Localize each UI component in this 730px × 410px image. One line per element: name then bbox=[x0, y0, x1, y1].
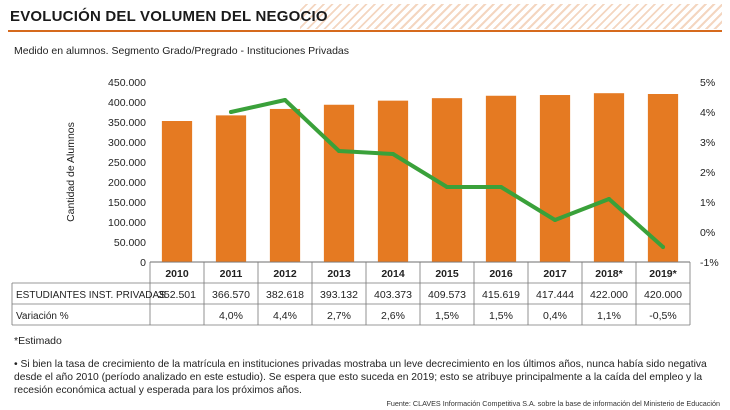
variation-point bbox=[391, 152, 395, 156]
y2-tick-label: 2% bbox=[700, 167, 715, 179]
variation-point bbox=[283, 98, 287, 102]
bar-2019 bbox=[647, 94, 679, 262]
y-tick-label: 0 bbox=[140, 257, 146, 269]
y2-tick-label: 4% bbox=[700, 107, 715, 119]
table-cell: 420.000 bbox=[644, 289, 682, 301]
y2-tick-label: 1% bbox=[700, 197, 715, 209]
table-cell: 366.570 bbox=[212, 289, 250, 301]
y2-tick-label: 3% bbox=[700, 137, 715, 149]
table-cell: 393.132 bbox=[320, 289, 358, 301]
y-tick-label: 400.000 bbox=[108, 97, 146, 109]
y-tick-label: 450.000 bbox=[108, 77, 146, 89]
table-cell: 4,0% bbox=[219, 310, 243, 322]
table-cell: 403.373 bbox=[374, 289, 412, 301]
bar-2013 bbox=[323, 104, 355, 263]
table-year-header: 2011 bbox=[220, 268, 243, 280]
variation-point bbox=[607, 197, 611, 201]
estimado-note: *Estimado bbox=[14, 335, 62, 347]
y-tick-label: 100.000 bbox=[108, 217, 146, 229]
chart-bars bbox=[161, 93, 679, 263]
bar-2016 bbox=[485, 95, 517, 262]
table-cell: 2,6% bbox=[381, 310, 405, 322]
page-title: EVOLUCIÓN DEL VOLUMEN DEL NEGOCIO bbox=[10, 8, 328, 25]
y-tick-label: 200.000 bbox=[108, 177, 146, 189]
variation-point bbox=[445, 185, 449, 189]
footnote: • Si bien la tasa de crecimiento de la m… bbox=[14, 359, 707, 396]
chart-subtitle: Medido en alumnos. Segmento Grado/Pregra… bbox=[14, 45, 350, 57]
table-row-label: Variación % bbox=[16, 311, 69, 322]
table-row-label: ESTUDIANTES INST. PRIVADAS bbox=[16, 290, 166, 301]
bar-2018 bbox=[593, 93, 625, 262]
y2-tick-label: 0% bbox=[700, 227, 715, 239]
table-cell: -0,5% bbox=[649, 310, 676, 322]
table-year-header: 2013 bbox=[327, 268, 351, 280]
table-year-header: 2015 bbox=[435, 268, 459, 280]
variation-point bbox=[499, 185, 503, 189]
y-tick-label: 50.000 bbox=[114, 237, 146, 249]
table-cell: 382.618 bbox=[266, 289, 304, 301]
chart-axes: 0 50.000 100.000 150.000 200.000 250.000 300.0… bbox=[108, 77, 719, 269]
variation-point bbox=[229, 110, 233, 114]
table-year-header: 2012 bbox=[273, 268, 297, 280]
table-cell: 409.573 bbox=[428, 289, 466, 301]
bar-2014 bbox=[377, 100, 409, 262]
table-cell: 352.501 bbox=[158, 289, 196, 301]
header-rule bbox=[8, 30, 722, 32]
bar-2010 bbox=[161, 120, 193, 262]
chart: 0 50.000 100.000 150.000 200.000 250.000 300.0… bbox=[11, 77, 719, 326]
y2-tick-label: -1% bbox=[700, 257, 719, 269]
table-cell: 417.444 bbox=[536, 289, 574, 301]
table-year-header: 2014 bbox=[381, 268, 405, 280]
table-cell: 1,5% bbox=[435, 310, 459, 322]
y-tick-label: 350.000 bbox=[108, 117, 146, 129]
header-stripes bbox=[300, 4, 722, 29]
bar-2012 bbox=[269, 108, 301, 262]
variation-point bbox=[553, 218, 557, 222]
table-cell: 4,4% bbox=[273, 310, 297, 322]
table-year-header: 2010 bbox=[165, 268, 189, 280]
table-cell: 1,1% bbox=[597, 310, 621, 322]
variation-point bbox=[661, 245, 665, 249]
table-cell: 1,5% bbox=[489, 310, 513, 322]
table-cell: 415.619 bbox=[482, 289, 520, 301]
source-note: Fuente: CLAVES Información Competitiva S… bbox=[386, 399, 720, 408]
bar-2011 bbox=[215, 115, 247, 262]
table-cell: 0,4% bbox=[543, 310, 567, 322]
y-tick-label: 300.000 bbox=[108, 137, 146, 149]
table-year-header: 2016 bbox=[489, 268, 513, 280]
table-year-header: 2019* bbox=[649, 268, 677, 280]
y-tick-label: 150.000 bbox=[108, 197, 146, 209]
bar-2017 bbox=[539, 95, 571, 262]
chart-table: 2010 2011 2012 2013 2014 2015 2016 2017 2018* 201… bbox=[11, 261, 691, 326]
table-year-header: 2018* bbox=[595, 268, 623, 280]
chart-line bbox=[229, 98, 665, 249]
variation-point bbox=[337, 149, 341, 153]
y-axis-label: Cantidad de Alumnos bbox=[65, 122, 77, 222]
y-tick-label: 250.000 bbox=[108, 157, 146, 169]
table-cell: 422.000 bbox=[590, 289, 628, 301]
table-cell: 2,7% bbox=[327, 310, 351, 322]
y2-tick-label: 5% bbox=[700, 77, 715, 89]
table-year-header: 2017 bbox=[543, 268, 567, 280]
